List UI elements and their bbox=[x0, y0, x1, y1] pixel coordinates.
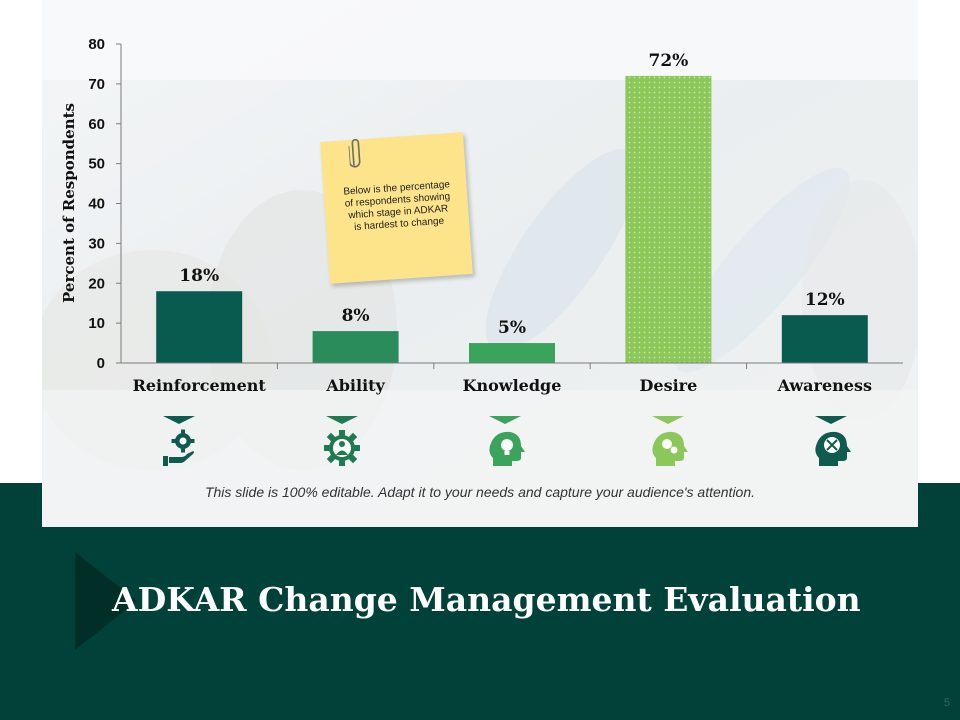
page-number: 5 bbox=[943, 697, 950, 709]
data-label-ability: 8% bbox=[342, 306, 370, 326]
head-bulb-icon bbox=[489, 431, 525, 466]
pointer-marker bbox=[163, 416, 195, 424]
x-tick-label-reinforcement: Reinforcement bbox=[133, 376, 267, 395]
reinforcement-icon-slot bbox=[149, 416, 209, 472]
bar-awareness bbox=[781, 315, 868, 363]
y-tick-label: 50 bbox=[88, 156, 105, 173]
y-tick-label: 60 bbox=[88, 116, 105, 133]
note-text: Below is the percentage of respondents s… bbox=[343, 179, 451, 233]
data-label-awareness: 12% bbox=[805, 290, 845, 310]
ability-icon-slot bbox=[312, 416, 372, 472]
y-tick-label: 20 bbox=[88, 275, 105, 292]
bar-ability bbox=[312, 331, 399, 363]
data-label-reinforcement: 18% bbox=[179, 266, 219, 286]
y-axis-label: Percent of Respondents bbox=[60, 103, 78, 303]
pointer-marker bbox=[652, 416, 684, 424]
y-tick-label: 30 bbox=[88, 235, 105, 252]
pointer-marker bbox=[815, 416, 847, 424]
slide-title: ADKAR Change Management Evaluation bbox=[112, 580, 861, 619]
awareness-icon-slot bbox=[801, 416, 861, 472]
pointer-marker bbox=[326, 416, 358, 424]
data-label-desire: 72% bbox=[648, 51, 688, 71]
hand-gear-icon bbox=[163, 429, 195, 466]
desire-icon-slot bbox=[638, 416, 698, 472]
pointer-marker bbox=[489, 416, 521, 424]
y-tick-label: 40 bbox=[88, 196, 105, 213]
y-tick-label: 10 bbox=[88, 315, 105, 332]
chevron-arrow-icon bbox=[75, 552, 137, 650]
paperclip-icon bbox=[347, 138, 361, 168]
y-tick-label: 70 bbox=[88, 76, 105, 93]
sticky-note: Below is the percentage of respondents s… bbox=[320, 132, 473, 284]
bar-chart: 0 10 20 30 40 50 60 70 80 18% 8% 5% 72% 12% Reinforc… bbox=[60, 36, 903, 395]
gear-person-icon bbox=[324, 430, 360, 466]
x-tick-label-awareness: Awareness bbox=[777, 376, 872, 395]
y-tick-label: 80 bbox=[88, 36, 105, 53]
bar-desire bbox=[625, 75, 712, 364]
y-tick-label: 0 bbox=[97, 355, 105, 372]
bar-reinforcement bbox=[156, 291, 243, 363]
bar-knowledge bbox=[469, 343, 555, 363]
footnote: This slide is 100% editable. Adapt it to… bbox=[204, 484, 756, 500]
head-expand-icon bbox=[815, 431, 851, 466]
x-tick-label-ability: Ability bbox=[325, 376, 385, 395]
head-gears-icon bbox=[652, 431, 688, 466]
content-card: 0 10 20 30 40 50 60 70 80 18% 8% 5% 72% 12% Reinforc… bbox=[42, 0, 918, 527]
x-tick-label-knowledge: Knowledge bbox=[463, 376, 562, 395]
knowledge-icon-slot bbox=[475, 416, 535, 472]
data-label-knowledge: 5% bbox=[498, 318, 526, 338]
x-tick-label-desire: Desire bbox=[640, 376, 698, 395]
